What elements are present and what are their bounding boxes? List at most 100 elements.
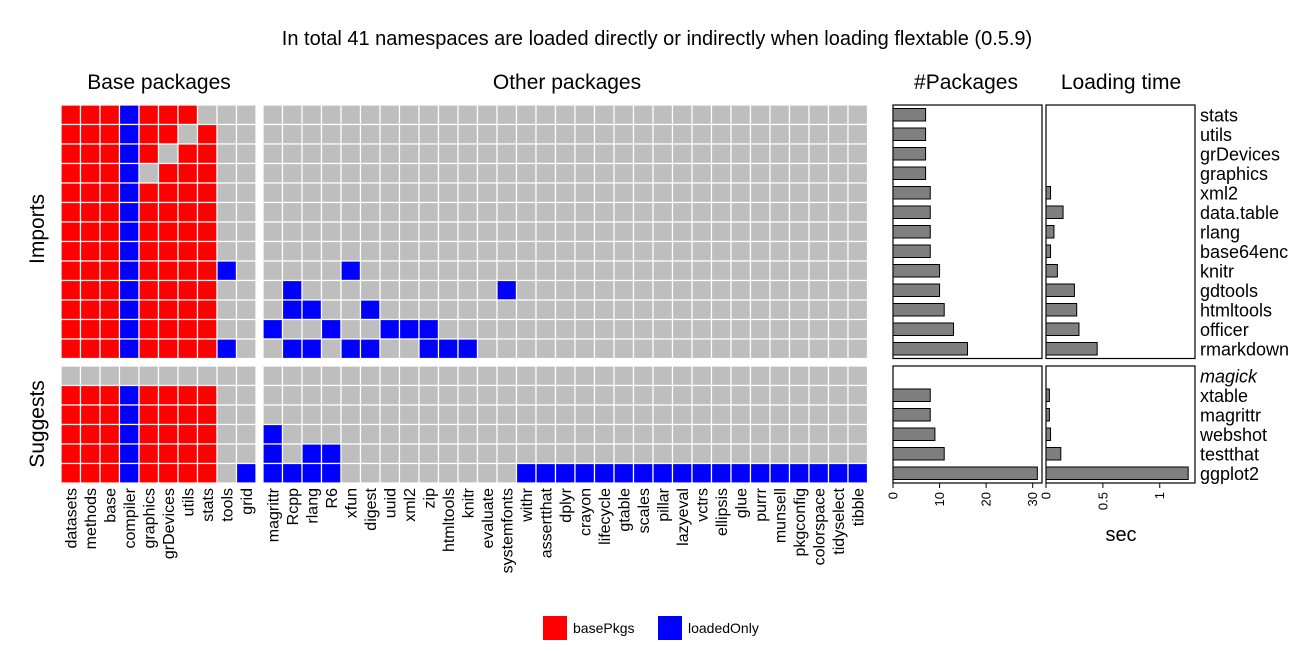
tile-other-rlang-Rcpp: [281, 221, 303, 243]
tile-other-officer-uuid: [379, 318, 401, 340]
tile-other-webshot-vctrs: [691, 423, 713, 445]
tile-other-rlang-assertthat: [535, 221, 557, 243]
tile-other-knitr-digest: [359, 260, 381, 282]
tile-base-magick-datasets: [60, 365, 82, 387]
tile-other-xml2-vctrs: [691, 182, 713, 204]
tile-other-data.table-vctrs: [691, 201, 713, 223]
tile-other-xml2-dplyr: [554, 182, 576, 204]
tile-other-xtable-Rcpp: [281, 384, 303, 406]
tile-other-xtable-lazyeval: [671, 384, 693, 406]
time-panel-frame-suggests: [1045, 365, 1196, 484]
tile-other-ggplot2-scales: [632, 462, 654, 484]
tile-other-htmltools-Rcpp: [281, 299, 303, 321]
tile-other-graphics-uuid: [379, 162, 401, 184]
tile-other-webshot-xfun: [340, 423, 362, 445]
tile-base-graphics-utils: [177, 162, 199, 184]
tile-base-magick-utils: [177, 365, 199, 387]
tile-other-grDevices-ellipsis: [710, 143, 732, 165]
tile-base-ggplot2-methods: [79, 462, 101, 484]
tile-other-knitr-scales: [632, 260, 654, 282]
tile-other-officer-tidyselect: [827, 318, 849, 340]
tile-other-knitr-pkgconfig: [788, 260, 810, 282]
tile-other-grDevices-crayon: [574, 143, 596, 165]
column-label-pkgconfig: pkgconfig: [792, 488, 809, 557]
tile-other-magick-tibble: [847, 365, 869, 387]
tile-other-knitr-knitr: [457, 260, 479, 282]
time-tick-label: 0.5: [1095, 492, 1110, 510]
time-bar-xml2: [1045, 186, 1052, 200]
tile-other-testthat-R6: [320, 443, 342, 465]
tile-other-base64enc-purrr: [749, 240, 771, 262]
tile-other-knitr-gtable: [613, 260, 635, 282]
row-label-xml2: xml2: [1200, 183, 1238, 203]
tile-other-utils-withr: [515, 123, 537, 145]
tile-other-knitr-zip: [418, 260, 440, 282]
count-tick-label: 20: [979, 492, 994, 506]
column-label-tools: tools: [219, 488, 236, 522]
tile-other-htmltools-rlang: [301, 299, 323, 321]
tile-base-xml2-grid: [235, 182, 257, 204]
column-label-graphics: graphics: [141, 488, 158, 548]
tile-base-stats-graphics: [138, 104, 160, 126]
tile-base-htmltools-base: [99, 299, 121, 321]
tile-other-officer-htmltools: [437, 318, 459, 340]
column-label-pillar: pillar: [655, 487, 672, 521]
tile-other-webshot-pillar: [652, 423, 674, 445]
tile-base-grDevices-tools: [216, 143, 238, 165]
tile-other-base64enc-rlang: [301, 240, 323, 262]
tile-base-officer-grDevices: [157, 318, 179, 340]
tile-other-stats-ellipsis: [710, 104, 732, 126]
tile-other-xtable-R6: [320, 384, 342, 406]
tile-other-rlang-colorspace: [808, 221, 830, 243]
tile-base-xtable-base: [99, 384, 121, 406]
tile-other-stats-zip: [418, 104, 440, 126]
tile-other-rmarkdown-evaluate: [476, 338, 498, 360]
tile-other-ggplot2-withr: [515, 462, 537, 484]
tile-other-testthat-uuid: [379, 443, 401, 465]
tile-base-xml2-base: [99, 182, 121, 204]
tile-other-stats-lifecycle: [593, 104, 615, 126]
tile-other-knitr-rlang: [301, 260, 323, 282]
tile-base-rmarkdown-grid: [235, 338, 257, 360]
row-label-base64enc: base64enc: [1200, 242, 1288, 262]
tile-other-knitr-ellipsis: [710, 260, 732, 282]
tile-other-xtable-xfun: [340, 384, 362, 406]
tile-base-base64enc-methods: [79, 240, 101, 262]
tile-base-testthat-tools: [216, 443, 238, 465]
tile-base-htmltools-utils: [177, 299, 199, 321]
tile-other-utils-xml2: [398, 123, 420, 145]
tile-other-webshot-purrr: [749, 423, 771, 445]
column-label-xfun: xfun: [343, 488, 360, 518]
tile-base-officer-methods: [79, 318, 101, 340]
tile-other-stats-scales: [632, 104, 654, 126]
tile-base-htmltools-grid: [235, 299, 257, 321]
tile-base-stats-grid: [235, 104, 257, 126]
tile-other-testthat-xfun: [340, 443, 362, 465]
tile-base-testthat-stats: [196, 443, 218, 465]
tile-other-htmltools-htmltools: [437, 299, 459, 321]
tile-base-base64enc-stats: [196, 240, 218, 262]
tile-base-graphics-grid: [235, 162, 257, 184]
tile-other-base64enc-withr: [515, 240, 537, 262]
tile-other-xtable-digest: [359, 384, 381, 406]
tile-other-stats-glue: [730, 104, 752, 126]
count-bar-data.table: [892, 205, 931, 219]
tile-other-ggplot2-digest: [359, 462, 381, 484]
tile-other-stats-assertthat: [535, 104, 557, 126]
tile-base-stats-methods: [79, 104, 101, 126]
tile-other-rmarkdown-R6: [320, 338, 342, 360]
tile-other-utils-gtable: [613, 123, 635, 145]
tile-other-webshot-gtable: [613, 423, 635, 445]
tile-other-ggplot2-crayon: [574, 462, 596, 484]
tile-other-utils-rlang: [301, 123, 323, 145]
tile-other-stats-pillar: [652, 104, 674, 126]
tile-base-htmltools-datasets: [60, 299, 82, 321]
tile-other-ggplot2-ellipsis: [710, 462, 732, 484]
tile-other-data.table-R6: [320, 201, 342, 223]
tile-other-utils-vctrs: [691, 123, 713, 145]
tile-other-magick-tidyselect: [827, 365, 849, 387]
tile-base-xtable-grDevices: [157, 384, 179, 406]
tile-other-htmltools-xml2: [398, 299, 420, 321]
column-label-uuid: uuid: [382, 488, 399, 518]
tile-base-graphics-graphics: [138, 162, 160, 184]
